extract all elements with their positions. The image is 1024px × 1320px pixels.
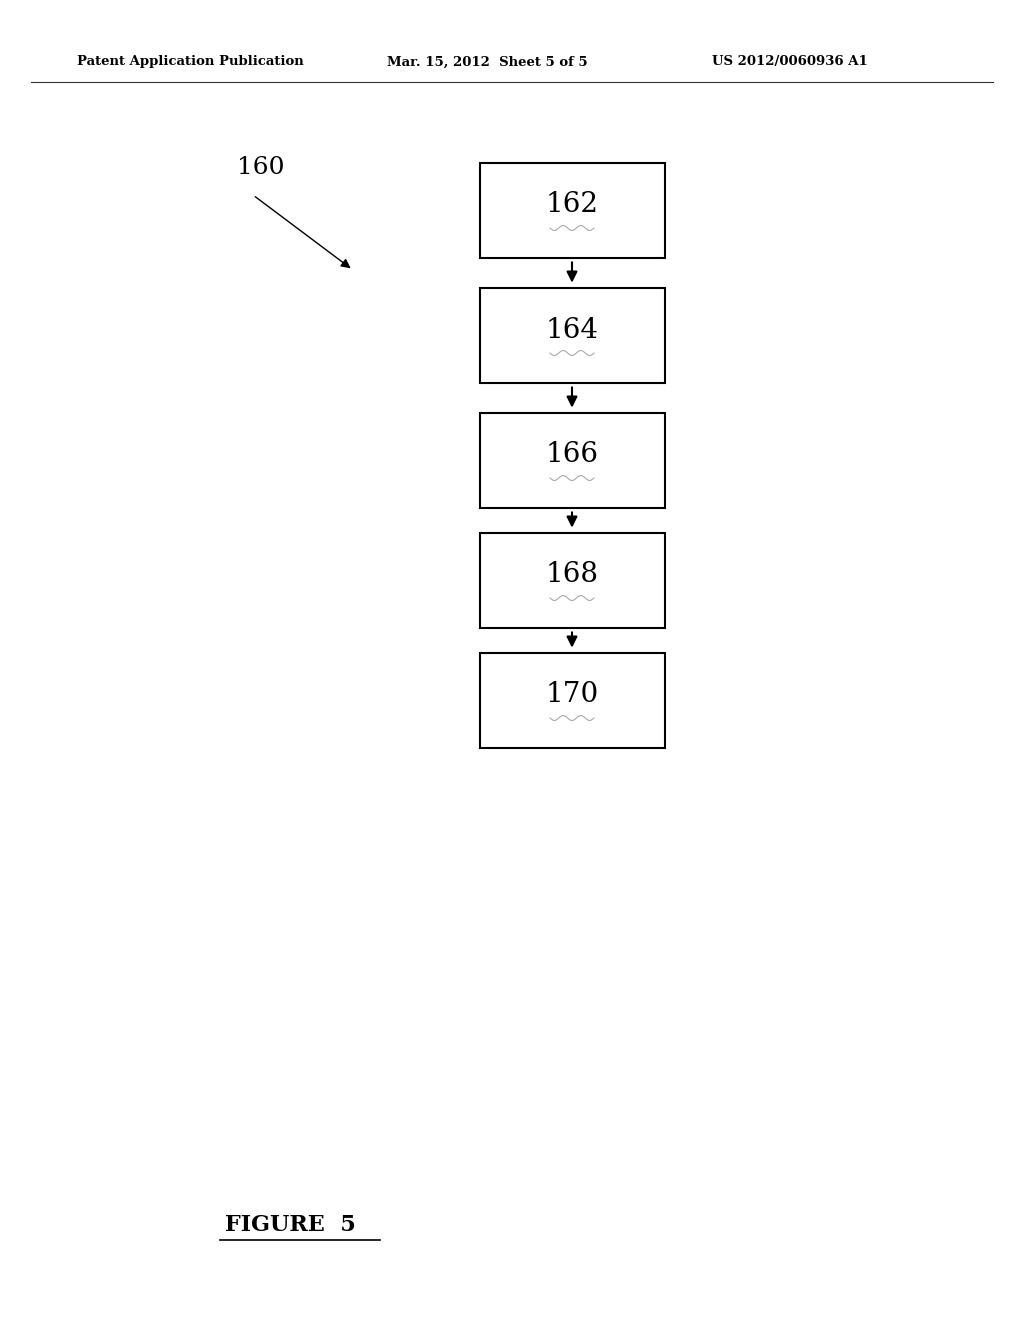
Text: US 2012/0060936 A1: US 2012/0060936 A1 [712,55,867,69]
Text: 166: 166 [546,441,598,469]
Text: 162: 162 [546,191,598,219]
Text: Mar. 15, 2012  Sheet 5 of 5: Mar. 15, 2012 Sheet 5 of 5 [387,55,588,69]
Text: Patent Application Publication: Patent Application Publication [77,55,303,69]
Bar [479,532,665,627]
Bar [479,162,665,257]
Text: 170: 170 [546,681,599,709]
Bar [479,652,665,747]
Text: 160: 160 [237,157,285,180]
Text: 164: 164 [546,317,598,343]
Text: 168: 168 [546,561,598,589]
Bar [479,412,665,507]
Bar [479,288,665,383]
Text: FIGURE  5: FIGURE 5 [225,1214,355,1236]
